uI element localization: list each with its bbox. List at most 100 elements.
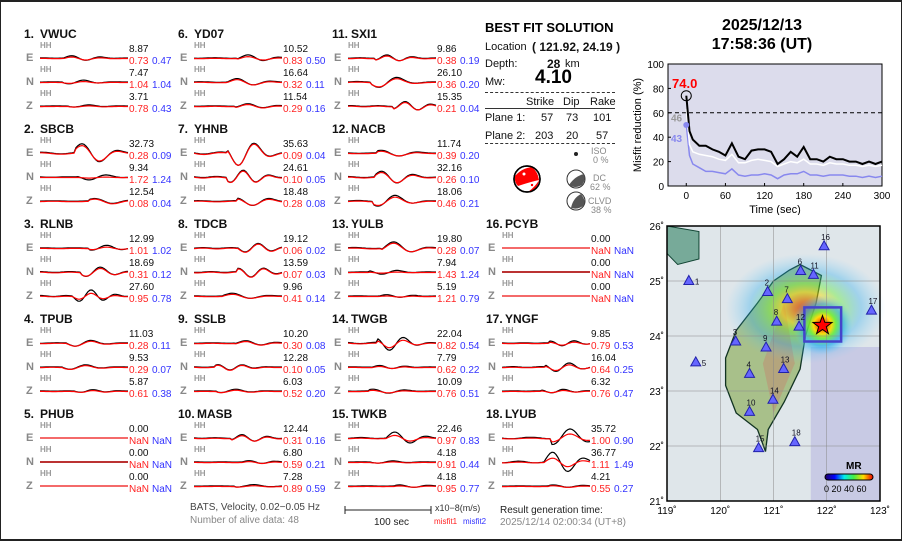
misfit1-value: 0.46 <box>437 199 457 210</box>
misfit1-value: 0.39 <box>437 151 457 162</box>
component-label: E <box>180 52 188 64</box>
plane1-strike: 57 <box>541 112 554 124</box>
lat-tick-label: 22˚ <box>650 441 664 453</box>
channel-label: HH <box>194 89 206 98</box>
misfit1-value: 0.52 <box>283 389 303 400</box>
misfit2-value: 0.79 <box>460 294 480 305</box>
synthetic-trace <box>194 389 282 394</box>
channel-label: HH <box>194 255 206 264</box>
component-label: E <box>180 432 188 444</box>
synthetic-trace <box>194 293 283 299</box>
channel-label: HH <box>502 469 514 478</box>
channel-label: HH <box>40 136 52 145</box>
misfit1-value: 0.64 <box>591 365 611 376</box>
station-title: 4. <box>24 312 35 326</box>
misfit1-value: NaN <box>591 294 612 305</box>
misfit2-value: 1.24 <box>460 270 480 281</box>
station-name: VWUC <box>40 27 77 41</box>
channel-label: HH <box>40 89 52 98</box>
synthetic-trace <box>502 389 590 394</box>
station-number: 18 <box>792 429 801 438</box>
station-triangle-icon <box>794 264 807 276</box>
component-label: E <box>180 147 188 159</box>
amplitude-value: 9.53 <box>129 353 149 364</box>
amplitude-value: 10.09 <box>437 377 463 388</box>
misfit1-value: 1.11 <box>591 460 610 471</box>
synthetic-trace <box>348 339 437 349</box>
misfit2-value: 0.54 <box>460 341 480 352</box>
synthetic-trace <box>348 78 436 88</box>
station-title: 13. <box>332 217 349 231</box>
amplitude-value: 12.28 <box>283 353 309 364</box>
component-label: N <box>26 171 34 183</box>
waveform-trace <box>194 142 283 166</box>
synthetic-trace <box>194 243 283 253</box>
amplitude-value: 18.06 <box>437 187 463 198</box>
channel-label: HH <box>194 469 206 478</box>
observed-trace <box>194 433 283 442</box>
amplitude-value: 32.16 <box>437 163 463 174</box>
channel-label: HH <box>194 326 206 335</box>
y-tick-label: 100 <box>647 60 664 71</box>
misfit2-value: 0.04 <box>306 151 326 162</box>
component-label: N <box>26 76 34 88</box>
misfit2-value: 0.27 <box>614 484 634 495</box>
misfit1-value: 0.61 <box>129 389 149 400</box>
amplitude-value: 11.54 <box>283 92 308 103</box>
dc-value: 62 % <box>590 182 611 192</box>
component-label: E <box>334 52 342 64</box>
channel-label: HH <box>194 421 206 430</box>
channel-label: HH <box>348 160 360 169</box>
station-number: 17 <box>868 297 877 306</box>
dc-label: DC <box>593 173 606 183</box>
misfit2-value: 0.38 <box>152 389 172 400</box>
component-label: Z <box>26 385 33 397</box>
synthetic-trace <box>194 268 283 278</box>
series-line <box>685 109 883 168</box>
component-label: N <box>26 361 34 373</box>
misfit-reduction-chart: 0 60 120 180 240 300 0 20 40 60 80 100 Time (sec) Mis… <box>632 60 891 215</box>
misfit2-value: 0.21 <box>460 199 480 210</box>
amplitude-value: 9.34 <box>129 163 149 174</box>
waveform-trace <box>502 340 591 347</box>
component-label: Z <box>334 195 341 207</box>
waveform-trace <box>194 460 283 465</box>
synthetic-trace <box>348 434 437 442</box>
misfit2-value: 0.08 <box>306 199 326 210</box>
misfit1-value: NaN <box>129 460 150 471</box>
synthetic-trace <box>194 485 283 488</box>
x-tick-label: 120 <box>756 191 773 202</box>
header-rake: Rake <box>590 96 616 108</box>
generation-label: Result generation time: <box>500 505 603 516</box>
misfit1-value: 0.41 <box>283 294 303 305</box>
amplitude-value: 18.48 <box>283 187 309 198</box>
misfit1-value: NaN <box>129 436 150 447</box>
location-label: Location <box>485 41 527 53</box>
misfit2-value: NaN <box>152 484 173 495</box>
station-name: PCYB <box>505 217 539 231</box>
misfit1-value: 0.09 <box>283 151 303 162</box>
station-triangle-icon <box>770 315 783 326</box>
depth-value: 28 <box>547 57 561 71</box>
misfit2-value: 0.90 <box>614 436 634 447</box>
misfit2-value: 0.04 <box>152 199 172 210</box>
waveform-trace <box>194 267 283 278</box>
filter-info: BATS, Velocity, 0.02−0.05 Hz <box>190 502 320 513</box>
misfit2-value: NaN <box>152 436 173 447</box>
misfit1-value: 0.62 <box>437 365 457 376</box>
misfit1-value: 0.07 <box>283 270 303 281</box>
lon-tick-label: 120˚ <box>710 505 730 517</box>
synthetic-trace <box>502 457 591 468</box>
component-label: E <box>180 337 188 349</box>
misfit2-value: 0.02 <box>306 246 326 257</box>
misfit2-value: 0.50 <box>306 56 326 67</box>
misfit2-value: 0.47 <box>152 56 172 67</box>
component-label: E <box>488 242 496 254</box>
misfit1-value: 0.95 <box>437 484 457 495</box>
synthetic-trace <box>40 81 128 84</box>
synthetic-trace <box>40 56 128 61</box>
misfit2-value: 0.11 <box>152 341 171 352</box>
station-number: 9 <box>763 334 768 343</box>
misfit2-value: 0.16 <box>306 104 326 115</box>
amplitude-value: 0.00 <box>591 258 611 269</box>
